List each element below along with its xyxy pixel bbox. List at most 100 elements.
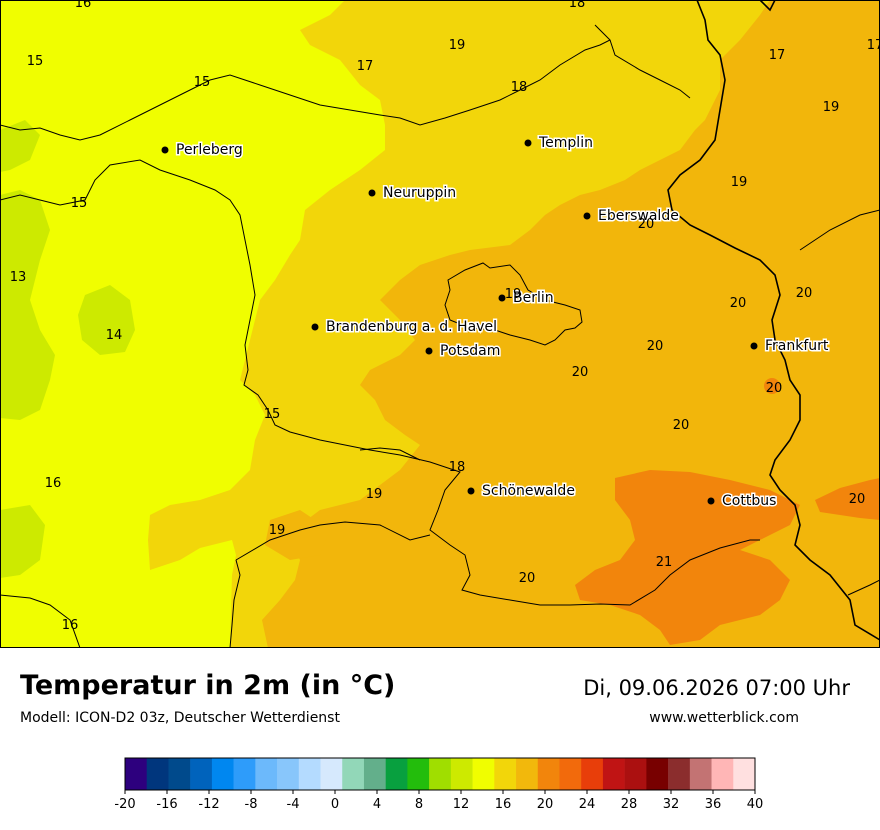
scale-swatch <box>320 758 343 790</box>
city-potsdam: Potsdam <box>425 342 502 361</box>
scale-swatch <box>516 758 539 790</box>
zone-21-east <box>815 478 880 520</box>
country-borders <box>667 0 880 641</box>
city-eberswalde: Eberswalde <box>583 207 680 226</box>
scale-swatch <box>125 758 148 790</box>
city-schoenewalde: Schönewalde <box>467 482 576 501</box>
value-label: 14 <box>106 328 123 343</box>
scale-swatch <box>211 758 234 790</box>
scale-swatch <box>298 758 321 790</box>
footer <box>0 648 880 830</box>
zone-14-d <box>0 120 40 172</box>
city-frankfurt: Frankfurt <box>750 337 830 356</box>
scale-label: 12 <box>453 797 470 812</box>
map-title: Temperatur in 2m (in °C) <box>20 670 396 701</box>
scale-swatches <box>125 758 756 790</box>
value-label: 20 <box>572 365 589 380</box>
temperature-values: 16 18 15 17 19 17 18 15 17 19 19 15 13 1… <box>10 0 880 633</box>
scale-label: 8 <box>415 797 423 812</box>
value-label: 20 <box>638 217 655 232</box>
value-label: 15 <box>264 407 281 422</box>
svg-text:Berlin: Berlin <box>513 290 554 306</box>
city-berlin: Berlin <box>498 289 555 308</box>
value-label: 17 <box>867 38 880 53</box>
value-label: 18 <box>449 460 466 475</box>
berlin-border <box>444 262 583 346</box>
website-link[interactable]: www.wetterblick.com <box>649 710 799 726</box>
value-label: 17 <box>357 59 374 74</box>
svg-text:Cottbus: Cottbus <box>722 493 776 509</box>
scale-swatch <box>668 758 691 790</box>
zone-19-patch <box>265 510 330 560</box>
scale-swatch <box>559 758 582 790</box>
scale-label: 32 <box>663 797 680 812</box>
value-label: 21 <box>656 555 673 570</box>
city-brandenburg: Brandenburg a. d. Havel <box>311 318 498 337</box>
value-label: 15 <box>71 196 88 211</box>
scale-swatch <box>146 758 169 790</box>
scale-swatch <box>190 758 213 790</box>
scale-labels: -20 -16 -12 -8 -4 0 4 8 12 16 20 24 28 32 36 40 <box>114 790 763 812</box>
value-label: 13 <box>10 270 27 285</box>
value-label: 19 <box>731 175 748 190</box>
scale-swatch <box>342 758 365 790</box>
color-scale: -20 -16 -12 -8 -4 0 4 8 12 16 20 24 28 32 36 40 <box>114 757 763 812</box>
scale-swatch <box>429 758 452 790</box>
value-label: 19 <box>269 523 286 538</box>
scale-label: -4 <box>287 797 300 812</box>
value-label: 20 <box>796 286 813 301</box>
value-label: 15 <box>27 54 44 69</box>
zone-21-spot <box>764 378 780 394</box>
scale-swatch <box>711 758 734 790</box>
city-markers: Perleberg Neuruppin Templin Eberswalde B… <box>161 134 830 511</box>
value-label: 18 <box>511 80 528 95</box>
value-label: 19 <box>823 100 840 115</box>
zone-14 <box>0 190 55 420</box>
scale-swatch <box>450 758 473 790</box>
scale-label: 20 <box>537 797 554 812</box>
city-perleberg: Perleberg <box>161 141 244 160</box>
value-label: 20 <box>849 492 866 507</box>
scale-swatch <box>255 758 278 790</box>
city-templin: Templin <box>524 134 594 153</box>
value-label: 18 <box>569 0 586 11</box>
scale-swatch <box>689 758 712 790</box>
scale-label: -8 <box>245 797 258 812</box>
svg-text:Brandenburg a. d. Havel: Brandenburg a. d. Havel <box>326 319 497 335</box>
city-cottbus: Cottbus <box>707 492 778 511</box>
value-label: 19 <box>449 38 466 53</box>
value-label: 19 <box>366 487 383 502</box>
value-label: 20 <box>519 571 536 586</box>
svg-text:Schönewalde: Schönewalde <box>482 483 575 499</box>
value-label: 20 <box>647 339 664 354</box>
scale-swatch <box>602 758 625 790</box>
svg-text:Neuruppin: Neuruppin <box>383 185 456 201</box>
scale-swatch <box>233 758 256 790</box>
scale-swatch <box>385 758 408 790</box>
temperature-map: Perleberg Neuruppin Templin Eberswalde B… <box>0 0 880 648</box>
scale-label: 36 <box>705 797 722 812</box>
scale-label: 40 <box>747 797 764 812</box>
state-borders <box>0 24 880 648</box>
scale-label: 28 <box>621 797 638 812</box>
value-label: 16 <box>62 618 79 633</box>
zone-14-c <box>0 505 45 578</box>
scale-swatch <box>277 758 300 790</box>
value-label: 16 <box>45 476 62 491</box>
value-label: 20 <box>766 381 783 396</box>
value-label: 19 <box>505 287 522 302</box>
forecast-datetime: Di, 09.06.2026 07:00 Uhr <box>583 676 850 700</box>
value-label: 16 <box>75 0 92 11</box>
scale-swatch <box>733 758 756 790</box>
value-label: 20 <box>730 296 747 311</box>
scale-label: 4 <box>373 797 381 812</box>
value-label: 15 <box>194 75 211 90</box>
scale-swatch <box>407 758 430 790</box>
scale-swatch <box>472 758 495 790</box>
scale-swatch <box>363 758 386 790</box>
scale-label: 0 <box>331 797 339 812</box>
scale-swatch <box>537 758 560 790</box>
svg-text:Perleberg: Perleberg <box>176 142 243 158</box>
scale-swatch <box>168 758 191 790</box>
svg-text:Frankfurt: Frankfurt <box>765 338 829 354</box>
